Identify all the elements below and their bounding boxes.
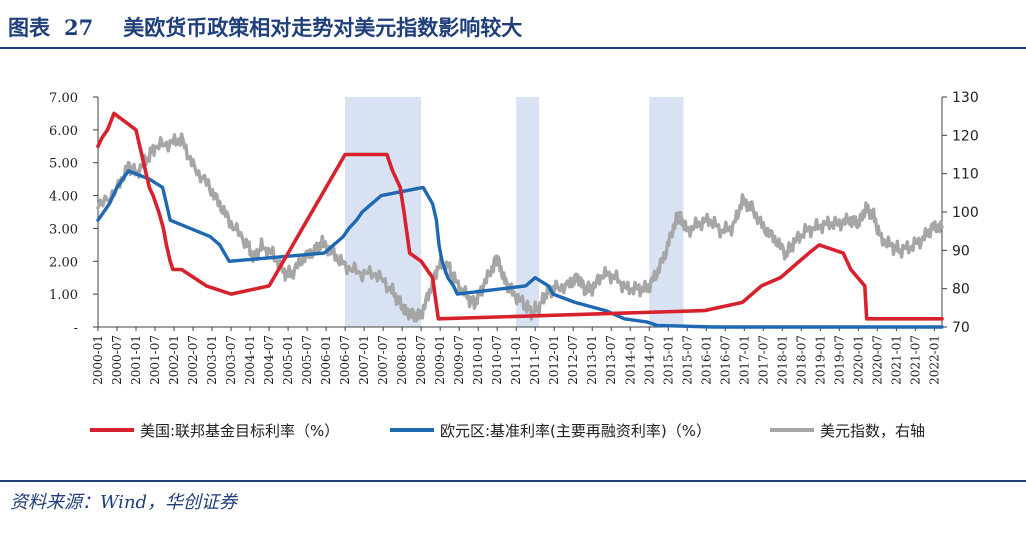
x-tick-label: 2002-07 xyxy=(186,335,200,385)
x-tick-label: 2001-01 xyxy=(129,335,143,385)
x-tick-label: 2022-01 xyxy=(927,335,941,385)
x-tick-label: 2016-07 xyxy=(718,335,732,385)
header-divider xyxy=(0,47,1026,49)
left-tick-label: 5.00 xyxy=(49,157,78,172)
rate-vs-dollar-chart: - 1.00 2.00 3.00 4.00 5.00 6.00 7.00 70 80 90 100 11… xyxy=(49,90,979,440)
left-tick-label: 7.00 xyxy=(49,91,78,106)
x-tick-label: 2007-01 xyxy=(357,335,371,385)
x-tick-label: 2019-01 xyxy=(813,335,827,385)
legend-label-euro: 欧元区:基准利率(主要再融资利率)（%） xyxy=(440,422,711,440)
left-tick-label: 3.00 xyxy=(49,222,78,237)
chart-series xyxy=(96,111,944,329)
right-tick-label: 70 xyxy=(952,320,970,336)
x-tick-label: 2011-07 xyxy=(528,335,542,385)
x-tick-label: 2003-07 xyxy=(224,335,238,385)
right-tick-label: 110 xyxy=(952,167,979,183)
x-tick-label: 2015-07 xyxy=(680,335,694,385)
x-tick-label: 2008-01 xyxy=(395,335,409,385)
left-tick-label: 2.00 xyxy=(49,255,78,270)
source-note: 资料来源：Wind，华创证券 xyxy=(10,492,238,513)
x-tick-label: 2008-07 xyxy=(414,335,428,385)
x-tick-label: 2018-07 xyxy=(794,335,808,385)
chart-legend: 美国:联邦基金目标利率（%） 欧元区:基准利率(主要再融资利率)（%） 美元指数，右… xyxy=(90,422,925,440)
figure-header: 图表 27 美欧货币政策相对走势对美元指数影响较大 xyxy=(8,10,522,44)
x-tick-label: 2005-07 xyxy=(300,335,314,385)
x-tick-label: 2014-07 xyxy=(642,335,656,385)
right-tick-label: 80 xyxy=(952,282,970,298)
x-tick-label: 2021-01 xyxy=(889,335,903,385)
figure-number: 27 xyxy=(64,14,94,40)
legend-label-dxy: 美元指数，右轴 xyxy=(820,422,925,440)
shaded-period xyxy=(345,97,422,327)
x-tick-label: 2013-01 xyxy=(585,335,599,385)
shaded-period xyxy=(516,97,540,327)
right-tick-label: 100 xyxy=(952,205,979,221)
x-tick-label: 2018-01 xyxy=(775,335,789,385)
right-tick-label: 90 xyxy=(952,243,970,259)
right-tick-label: 130 xyxy=(952,90,979,106)
legend-label-us: 美国:联邦基金目标利率（%） xyxy=(140,422,339,440)
left-tick-label: 6.00 xyxy=(49,124,78,139)
x-tick-label: 2009-01 xyxy=(433,335,447,385)
x-tick-label: 2016-01 xyxy=(699,335,713,385)
x-tick-label: 2004-07 xyxy=(262,335,276,385)
series-line-euro xyxy=(96,169,944,329)
left-tick-label: - xyxy=(74,321,78,336)
x-tick-label: 2007-07 xyxy=(376,335,390,385)
chart-axes: - 1.00 2.00 3.00 4.00 5.00 6.00 7.00 70 80 90 100 11… xyxy=(49,90,979,385)
x-tick-label: 2012-07 xyxy=(566,335,580,385)
x-tick-label: 2017-07 xyxy=(756,335,770,385)
x-tick-label: 2003-01 xyxy=(205,335,219,385)
x-tick-label: 2000-07 xyxy=(110,335,124,385)
left-tick-label: 1.00 xyxy=(49,288,78,303)
x-tick-label: 2006-07 xyxy=(338,335,352,385)
x-tick-label: 2017-01 xyxy=(737,335,751,385)
x-tick-label: 2006-01 xyxy=(319,335,333,385)
x-tick-label: 2010-07 xyxy=(490,335,504,385)
x-tick-label: 2015-01 xyxy=(661,335,675,385)
x-tick-label: 2002-01 xyxy=(167,335,181,385)
x-tick-label: 2019-07 xyxy=(832,335,846,385)
x-tick-label: 2009-07 xyxy=(452,335,466,385)
x-tick-label: 2001-07 xyxy=(148,335,162,385)
x-tick-label: 2013-07 xyxy=(604,335,618,385)
figure-title: 美欧货币政策相对走势对美元指数影响较大 xyxy=(123,15,523,40)
left-tick-label: 4.00 xyxy=(49,190,78,205)
shaded-periods xyxy=(345,97,684,327)
x-tick-label: 2020-07 xyxy=(870,335,884,385)
x-tick-label: 2010-01 xyxy=(471,335,485,385)
x-tick-label: 2005-01 xyxy=(281,335,295,385)
x-tick-label: 2014-01 xyxy=(623,335,637,385)
series-line-dxy xyxy=(96,132,944,323)
x-tick-label: 2004-01 xyxy=(243,335,257,385)
series-line-us xyxy=(96,111,944,321)
x-tick-label: 2012-01 xyxy=(547,335,561,385)
x-tick-label: 2020-01 xyxy=(851,335,865,385)
figure-label: 图表 xyxy=(8,15,50,40)
footer-divider xyxy=(0,480,1026,482)
right-tick-label: 120 xyxy=(952,128,979,144)
x-tick-label: 2011-01 xyxy=(509,335,523,385)
x-tick-label: 2000-01 xyxy=(91,335,105,385)
x-tick-label: 2021-07 xyxy=(908,335,922,385)
